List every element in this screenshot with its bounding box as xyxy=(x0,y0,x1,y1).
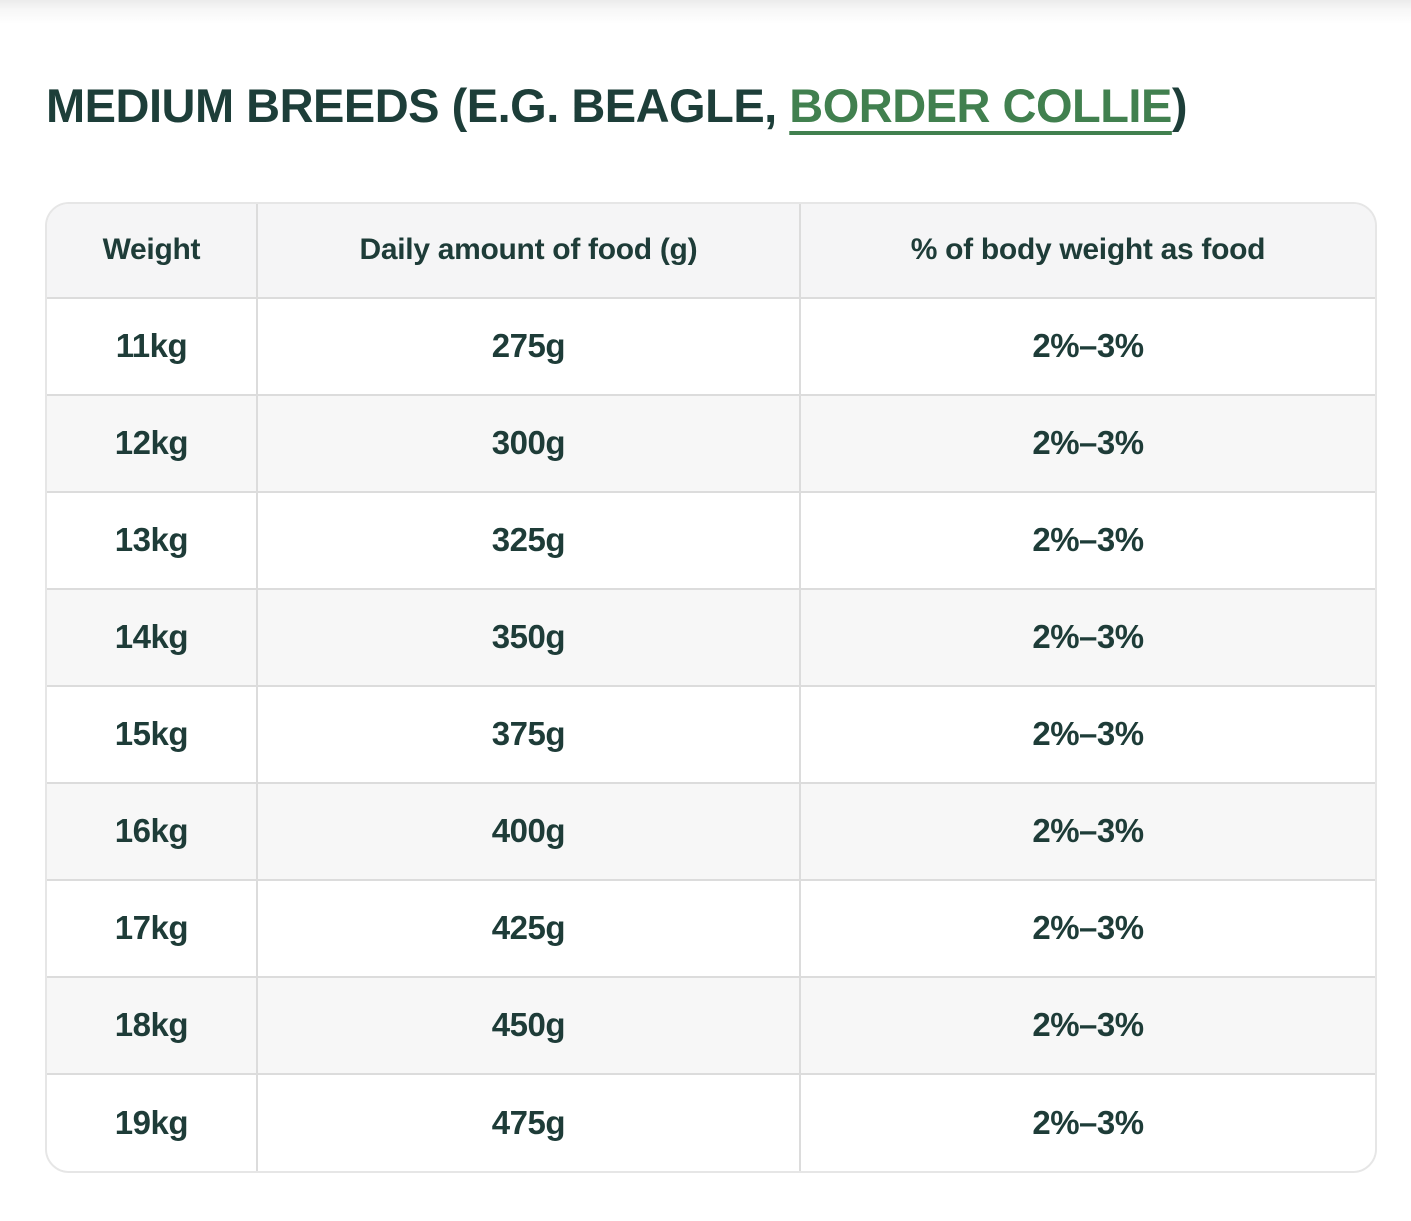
weight-cell: 11kg xyxy=(47,296,258,396)
body-weight-pct-cell: 2%–3% xyxy=(798,878,1375,978)
page-title: MEDIUM BREEDS (E.G. BEAGLE, BORDER COLLI… xyxy=(46,80,1411,132)
daily-amount-cell: 275g xyxy=(255,296,801,396)
body-weight-pct-cell: 2%–3% xyxy=(798,490,1375,590)
table-row: 15kg 375g 2%–3% xyxy=(47,684,1375,784)
daily-amount-cell: 475g xyxy=(255,1072,801,1171)
weight-cell: 15kg xyxy=(47,684,258,784)
daily-amount-cell: 400g xyxy=(255,781,801,881)
top-shadow-gradient xyxy=(0,0,1411,24)
weight-cell: 16kg xyxy=(47,781,258,881)
body-weight-pct-cell: 2%–3% xyxy=(798,781,1375,881)
weight-cell: 14kg xyxy=(47,587,258,687)
table-header-row: Weight Daily amount of food (g) % of bod… xyxy=(47,203,1375,299)
daily-amount-cell: 450g xyxy=(255,975,801,1075)
body-weight-pct-cell: 2%–3% xyxy=(798,393,1375,493)
page-title-closing-paren: ) xyxy=(1171,79,1188,132)
table-row: 17kg 425g 2%–3% xyxy=(47,878,1375,978)
table-row: 19kg 475g 2%–3% xyxy=(47,1072,1375,1171)
body-weight-pct-cell: 2%–3% xyxy=(798,684,1375,784)
table-row: 18kg 450g 2%–3% xyxy=(47,975,1375,1075)
weight-cell: 17kg xyxy=(47,878,258,978)
weight-cell: 12kg xyxy=(47,393,258,493)
daily-amount-cell: 325g xyxy=(255,490,801,590)
column-header-daily-amount: Daily amount of food (g) xyxy=(255,203,801,299)
table-header: Weight Daily amount of food (g) % of bod… xyxy=(47,203,1375,299)
weight-cell: 13kg xyxy=(47,490,258,590)
table-row: 13kg 325g 2%–3% xyxy=(47,490,1375,590)
column-header-weight: Weight xyxy=(47,203,258,299)
table-body: 11kg 275g 2%–3% 12kg 300g 2%–3% 13kg 325g 2%–3% 1… xyxy=(47,296,1375,1171)
table-row: 16kg 400g 2%–3% xyxy=(47,781,1375,881)
table-row: 14kg 350g 2%–3% xyxy=(47,587,1375,687)
daily-amount-cell: 300g xyxy=(255,393,801,493)
column-header-body-weight-pct: % of body weight as food xyxy=(798,203,1375,299)
body-weight-pct-cell: 2%–3% xyxy=(798,1072,1375,1171)
table-row: 11kg 275g 2%–3% xyxy=(47,296,1375,396)
weight-cell: 19kg xyxy=(47,1072,258,1171)
body-weight-pct-cell: 2%–3% xyxy=(798,587,1375,687)
daily-amount-cell: 425g xyxy=(255,878,801,978)
page-title-text: MEDIUM BREEDS (E.G. BEAGLE, xyxy=(46,79,790,132)
body-weight-pct-cell: 2%–3% xyxy=(798,975,1375,1075)
feeding-guide-table-container: Weight Daily amount of food (g) % of bod… xyxy=(45,201,1377,1173)
body-weight-pct-cell: 2%–3% xyxy=(798,296,1375,396)
daily-amount-cell: 375g xyxy=(255,684,801,784)
border-collie-link[interactable]: BORDER COLLIE xyxy=(789,79,1172,132)
daily-amount-cell: 350g xyxy=(255,587,801,687)
table-row: 12kg 300g 2%–3% xyxy=(47,393,1375,493)
feeding-guide-table: Weight Daily amount of food (g) % of bod… xyxy=(47,203,1375,1171)
weight-cell: 18kg xyxy=(47,975,258,1075)
